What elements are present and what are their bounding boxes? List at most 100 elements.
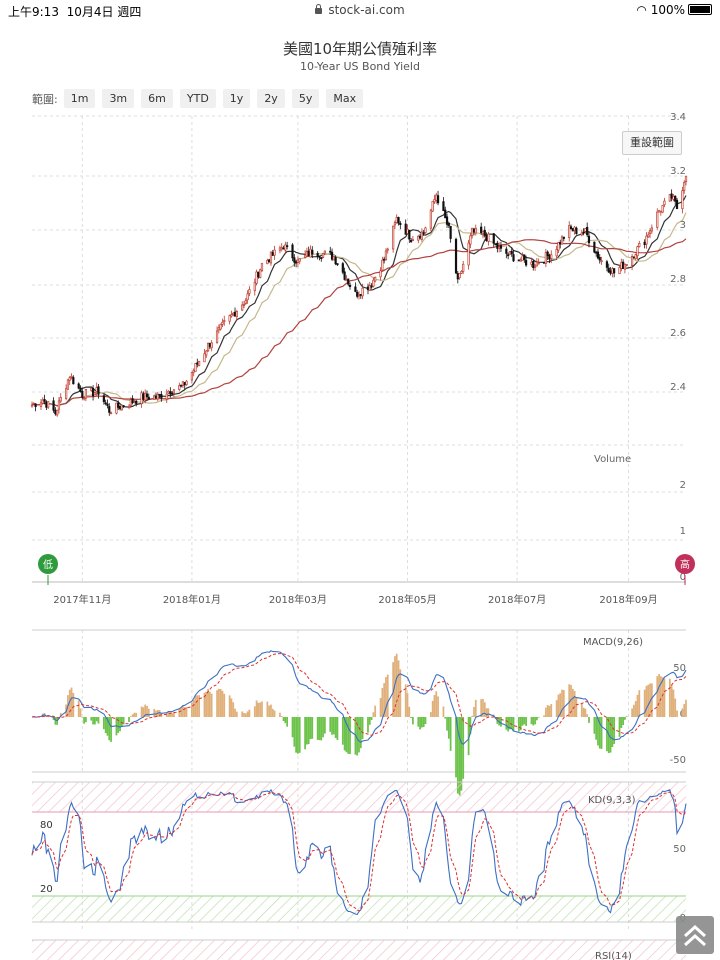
range-button-max[interactable]: Max — [326, 89, 364, 108]
candle-body — [34, 403, 37, 408]
macd-histogram-bar — [620, 717, 623, 728]
candle-body — [77, 383, 80, 389]
candle-body — [233, 311, 237, 317]
candle-body — [410, 240, 413, 242]
macd-histogram-bar — [435, 691, 438, 717]
volume-label: Volume — [594, 454, 631, 465]
candle-body — [56, 409, 59, 416]
candle-body — [523, 254, 526, 260]
candle-body — [295, 261, 298, 264]
candle-body — [656, 211, 659, 228]
macd-histogram-bar — [359, 717, 362, 749]
candle-body — [431, 200, 434, 212]
range-button-5y[interactable]: 5y — [291, 89, 320, 108]
candle-body — [474, 227, 477, 234]
macd-title: MACD(9,26) — [583, 637, 643, 648]
candle-body — [284, 244, 287, 251]
kd-tick-label: 20 — [40, 884, 53, 895]
candle-body — [347, 278, 350, 285]
macd-histogram-bar — [223, 693, 226, 717]
candle-body — [57, 400, 61, 410]
candle-body — [650, 227, 653, 232]
macd-histogram-bar — [650, 683, 653, 717]
candle-body — [422, 232, 425, 234]
macd-histogram-bar — [368, 717, 371, 725]
macd-histogram-bar — [606, 717, 608, 752]
candle-body — [418, 235, 422, 239]
scroll-to-top-button[interactable] — [676, 916, 714, 954]
macd-histogram-bar — [97, 717, 100, 724]
macd-histogram-bar — [519, 717, 522, 731]
macd-histogram-bar — [370, 717, 373, 721]
macd-histogram-bar — [658, 674, 660, 717]
range-button-3m[interactable]: 3m — [102, 89, 135, 108]
candle-body — [494, 243, 497, 246]
candle-body — [510, 250, 513, 255]
macd-histogram-bar — [102, 717, 105, 730]
candle-body — [609, 270, 612, 274]
macd-histogram-bar — [442, 706, 445, 717]
candle-body — [530, 261, 533, 265]
macd-histogram-bar — [144, 704, 147, 717]
reset-range-button[interactable]: 重設範圍 — [622, 131, 682, 155]
macd-histogram-bar — [437, 696, 439, 717]
candle-body — [596, 251, 600, 259]
candle-body — [442, 201, 445, 211]
macd-histogram-bar — [169, 712, 172, 717]
macd-histogram-bar — [609, 717, 612, 753]
range-button-1y[interactable]: 1y — [222, 89, 251, 108]
volume-tick-label: 2 — [680, 480, 686, 491]
kd-overbought-zone — [32, 782, 686, 812]
candle-body — [370, 285, 373, 288]
candle-body — [404, 223, 407, 235]
candle-body — [192, 370, 195, 373]
candle-body — [291, 244, 294, 259]
low-marker — [38, 554, 58, 574]
range-button-ytd[interactable]: YTD — [179, 89, 216, 108]
macd-histogram-bar — [598, 717, 601, 749]
range-button-6m[interactable]: 6m — [141, 89, 173, 108]
macd-histogram-bar — [228, 695, 231, 717]
macd-histogram-bar — [546, 705, 549, 717]
macd-histogram-bar — [399, 669, 402, 717]
candle-body — [59, 396, 62, 402]
macd-histogram-bar — [261, 701, 263, 717]
candle-body — [546, 251, 549, 257]
range-button-2y[interactable]: 2y — [257, 89, 285, 108]
candle-body — [429, 209, 432, 229]
candle-body — [393, 221, 397, 226]
macd-histogram-bar — [367, 717, 369, 733]
macd-histogram-bar — [458, 717, 461, 796]
macd-histogram-bar — [385, 677, 387, 717]
candle-body — [471, 227, 474, 236]
candle-body — [273, 249, 276, 256]
candle-body — [368, 285, 371, 291]
candle-body — [147, 396, 150, 400]
macd-histogram-bar — [153, 708, 156, 717]
range-button-1m[interactable]: 1m — [63, 89, 96, 108]
macd-histogram-bar — [106, 717, 109, 736]
candle-body — [248, 289, 251, 294]
candle-body — [568, 225, 571, 239]
candle-body — [190, 372, 194, 381]
url-bar[interactable]: stock-ai.com — [0, 3, 720, 17]
macd-histogram-bar — [268, 705, 271, 717]
candle-body — [445, 216, 449, 225]
candle-body — [228, 315, 231, 322]
macd-histogram-bar — [449, 717, 452, 751]
candle-body — [311, 249, 314, 255]
candle-body — [171, 392, 174, 395]
candle-body — [663, 200, 666, 206]
macd-histogram-bar — [570, 684, 572, 717]
page-subtitle: 10-Year US Bond Yield — [300, 60, 420, 73]
macd-histogram-bar — [683, 704, 686, 717]
page-title: 美國10年期公債殖利率 — [282, 40, 438, 58]
macd-histogram-bar — [284, 717, 287, 724]
macd-histogram-bar — [131, 714, 134, 717]
macd-histogram-bar — [85, 717, 87, 723]
candle-body — [129, 399, 132, 406]
candle-body — [492, 233, 495, 244]
macd-histogram-bar — [568, 684, 571, 717]
candle-body — [140, 392, 143, 405]
